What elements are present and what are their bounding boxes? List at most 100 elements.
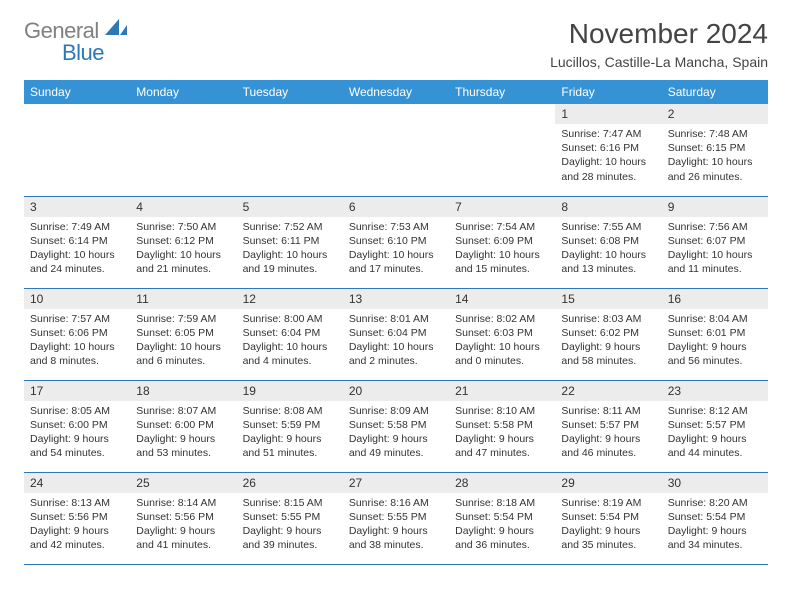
daylight-text: Daylight: 9 hours and 58 minutes.	[561, 340, 655, 368]
day-number: 17	[24, 381, 130, 401]
day-cell: 3Sunrise: 7:49 AMSunset: 6:14 PMDaylight…	[24, 196, 130, 288]
sunset-text: Sunset: 6:05 PM	[136, 326, 230, 340]
sunset-text: Sunset: 6:12 PM	[136, 234, 230, 248]
sunrise-text: Sunrise: 8:15 AM	[243, 496, 337, 510]
day-cell: 9Sunrise: 7:56 AMSunset: 6:07 PMDaylight…	[662, 196, 768, 288]
logo-sail-icon	[105, 19, 127, 39]
sunset-text: Sunset: 5:57 PM	[561, 418, 655, 432]
sunrise-text: Sunrise: 8:02 AM	[455, 312, 549, 326]
sunrise-text: Sunrise: 8:12 AM	[668, 404, 762, 418]
sunrise-text: Sunrise: 8:16 AM	[349, 496, 443, 510]
sunrise-text: Sunrise: 8:09 AM	[349, 404, 443, 418]
sunset-text: Sunset: 5:54 PM	[455, 510, 549, 524]
day-header-tuesday: Tuesday	[237, 80, 343, 104]
day-number: 30	[662, 473, 768, 493]
day-number: 29	[555, 473, 661, 493]
sunset-text: Sunset: 6:03 PM	[455, 326, 549, 340]
header: General Blue November 2024 Lucillos, Cas…	[24, 18, 768, 70]
day-cell: 16 Sunrise: 8:04 AMSunset: 6:01 PMDayligh…	[662, 288, 768, 380]
sunrise-text: Sunrise: 7:55 AM	[561, 220, 655, 234]
day-number: 10	[24, 289, 130, 309]
sunrise-text: Sunrise: 8:01 AM	[349, 312, 443, 326]
sunrise-text: Sunrise: 8:19 AM	[561, 496, 655, 510]
day-cell: 2Sunrise: 7:48 AMSunset: 6:15 PMDaylight…	[662, 104, 768, 196]
day-number: 6	[343, 197, 449, 217]
sunset-text: Sunset: 6:02 PM	[561, 326, 655, 340]
day-info: Sunrise: 7:55 AMSunset: 6:08 PMDaylight:…	[555, 217, 661, 283]
day-cell: .	[449, 104, 555, 196]
day-cell: 13Sunrise: 8:01 AMSunset: 6:04 PMDayligh…	[343, 288, 449, 380]
sunset-text: Sunset: 6:09 PM	[455, 234, 549, 248]
day-info: Sunrise: 8:12 AMSunset: 5:57 PMDaylight:…	[662, 401, 768, 467]
calendar-table: Sunday Monday Tuesday Wednesday Thursday…	[24, 80, 768, 565]
sunrise-text: Sunrise: 8:18 AM	[455, 496, 549, 510]
sunset-text: Sunset: 5:57 PM	[668, 418, 762, 432]
daylight-text: Daylight: 9 hours and 56 minutes.	[668, 340, 762, 368]
day-info: Sunrise: 7:59 AMSunset: 6:05 PMDaylight:…	[130, 309, 236, 375]
day-info: Sunrise: 8:10 AMSunset: 5:58 PMDaylight:…	[449, 401, 555, 467]
day-header-wednesday: Wednesday	[343, 80, 449, 104]
day-cell: 7Sunrise: 7:54 AMSunset: 6:09 PMDaylight…	[449, 196, 555, 288]
sunset-text: Sunset: 6:06 PM	[30, 326, 124, 340]
daylight-text: Daylight: 10 hours and 28 minutes.	[561, 155, 655, 183]
day-number: 18	[130, 381, 236, 401]
day-number: 1	[555, 104, 661, 124]
day-cell: 11Sunrise: 7:59 AMSunset: 6:05 PMDayligh…	[130, 288, 236, 380]
sunset-text: Sunset: 6:04 PM	[349, 326, 443, 340]
daylight-text: Daylight: 9 hours and 41 minutes.	[136, 524, 230, 552]
daylight-text: Daylight: 9 hours and 36 minutes.	[455, 524, 549, 552]
day-number: 9	[662, 197, 768, 217]
title-block: November 2024 Lucillos, Castille-La Manc…	[550, 18, 768, 70]
day-number: 4	[130, 197, 236, 217]
sunrise-text: Sunrise: 8:00 AM	[243, 312, 337, 326]
daylight-text: Daylight: 9 hours and 49 minutes.	[349, 432, 443, 460]
sunset-text: Sunset: 5:58 PM	[455, 418, 549, 432]
day-number: 28	[449, 473, 555, 493]
day-info: Sunrise: 7:52 AMSunset: 6:11 PMDaylight:…	[237, 217, 343, 283]
day-number: 16	[662, 289, 768, 309]
day-number: 7	[449, 197, 555, 217]
day-info: Sunrise: 8:18 AMSunset: 5:54 PMDaylight:…	[449, 493, 555, 559]
day-info: Sunrise: 8:02 AMSunset: 6:03 PMDaylight:…	[449, 309, 555, 375]
daylight-text: Daylight: 10 hours and 8 minutes.	[30, 340, 124, 368]
day-info: Sunrise: 8:07 AMSunset: 6:00 PMDaylight:…	[130, 401, 236, 467]
daylight-text: Daylight: 10 hours and 19 minutes.	[243, 248, 337, 276]
day-cell: .	[343, 104, 449, 196]
sunrise-text: Sunrise: 8:04 AM	[668, 312, 762, 326]
sunrise-text: Sunrise: 7:54 AM	[455, 220, 549, 234]
day-cell: 21Sunrise: 8:10 AMSunset: 5:58 PMDayligh…	[449, 380, 555, 472]
sunrise-text: Sunrise: 8:03 AM	[561, 312, 655, 326]
daylight-text: Daylight: 9 hours and 35 minutes.	[561, 524, 655, 552]
daylight-text: Daylight: 9 hours and 44 minutes.	[668, 432, 762, 460]
day-info: Sunrise: 8:05 AMSunset: 6:00 PMDaylight:…	[24, 401, 130, 467]
daylight-text: Daylight: 9 hours and 46 minutes.	[561, 432, 655, 460]
day-info: Sunrise: 8:14 AMSunset: 5:56 PMDaylight:…	[130, 493, 236, 559]
daylight-text: Daylight: 9 hours and 53 minutes.	[136, 432, 230, 460]
daylight-text: Daylight: 9 hours and 51 minutes.	[243, 432, 337, 460]
day-info: Sunrise: 8:16 AMSunset: 5:55 PMDaylight:…	[343, 493, 449, 559]
day-number: 25	[130, 473, 236, 493]
day-cell: .	[24, 104, 130, 196]
sunrise-text: Sunrise: 8:11 AM	[561, 404, 655, 418]
sunrise-text: Sunrise: 7:50 AM	[136, 220, 230, 234]
day-cell: 22Sunrise: 8:11 AMSunset: 5:57 PMDayligh…	[555, 380, 661, 472]
day-info: Sunrise: 8:19 AMSunset: 5:54 PMDaylight:…	[555, 493, 661, 559]
sunset-text: Sunset: 5:55 PM	[243, 510, 337, 524]
day-cell: 8Sunrise: 7:55 AMSunset: 6:08 PMDaylight…	[555, 196, 661, 288]
day-cell: 26Sunrise: 8:15 AMSunset: 5:55 PMDayligh…	[237, 472, 343, 564]
day-number: 20	[343, 381, 449, 401]
sunrise-text: Sunrise: 8:13 AM	[30, 496, 124, 510]
week-row: 24Sunrise: 8:13 AMSunset: 5:56 PMDayligh…	[24, 472, 768, 564]
daylight-text: Daylight: 10 hours and 0 minutes.	[455, 340, 549, 368]
daylight-text: Daylight: 10 hours and 17 minutes.	[349, 248, 443, 276]
day-number: 12	[237, 289, 343, 309]
daylight-text: Daylight: 9 hours and 54 minutes.	[30, 432, 124, 460]
day-cell: 19Sunrise: 8:08 AMSunset: 5:59 PMDayligh…	[237, 380, 343, 472]
daylight-text: Daylight: 10 hours and 4 minutes.	[243, 340, 337, 368]
sunset-text: Sunset: 6:01 PM	[668, 326, 762, 340]
sunrise-text: Sunrise: 7:53 AM	[349, 220, 443, 234]
day-info: Sunrise: 7:54 AMSunset: 6:09 PMDaylight:…	[449, 217, 555, 283]
sunset-text: Sunset: 5:56 PM	[30, 510, 124, 524]
week-row: 3Sunrise: 7:49 AMSunset: 6:14 PMDaylight…	[24, 196, 768, 288]
sunrise-text: Sunrise: 7:57 AM	[30, 312, 124, 326]
